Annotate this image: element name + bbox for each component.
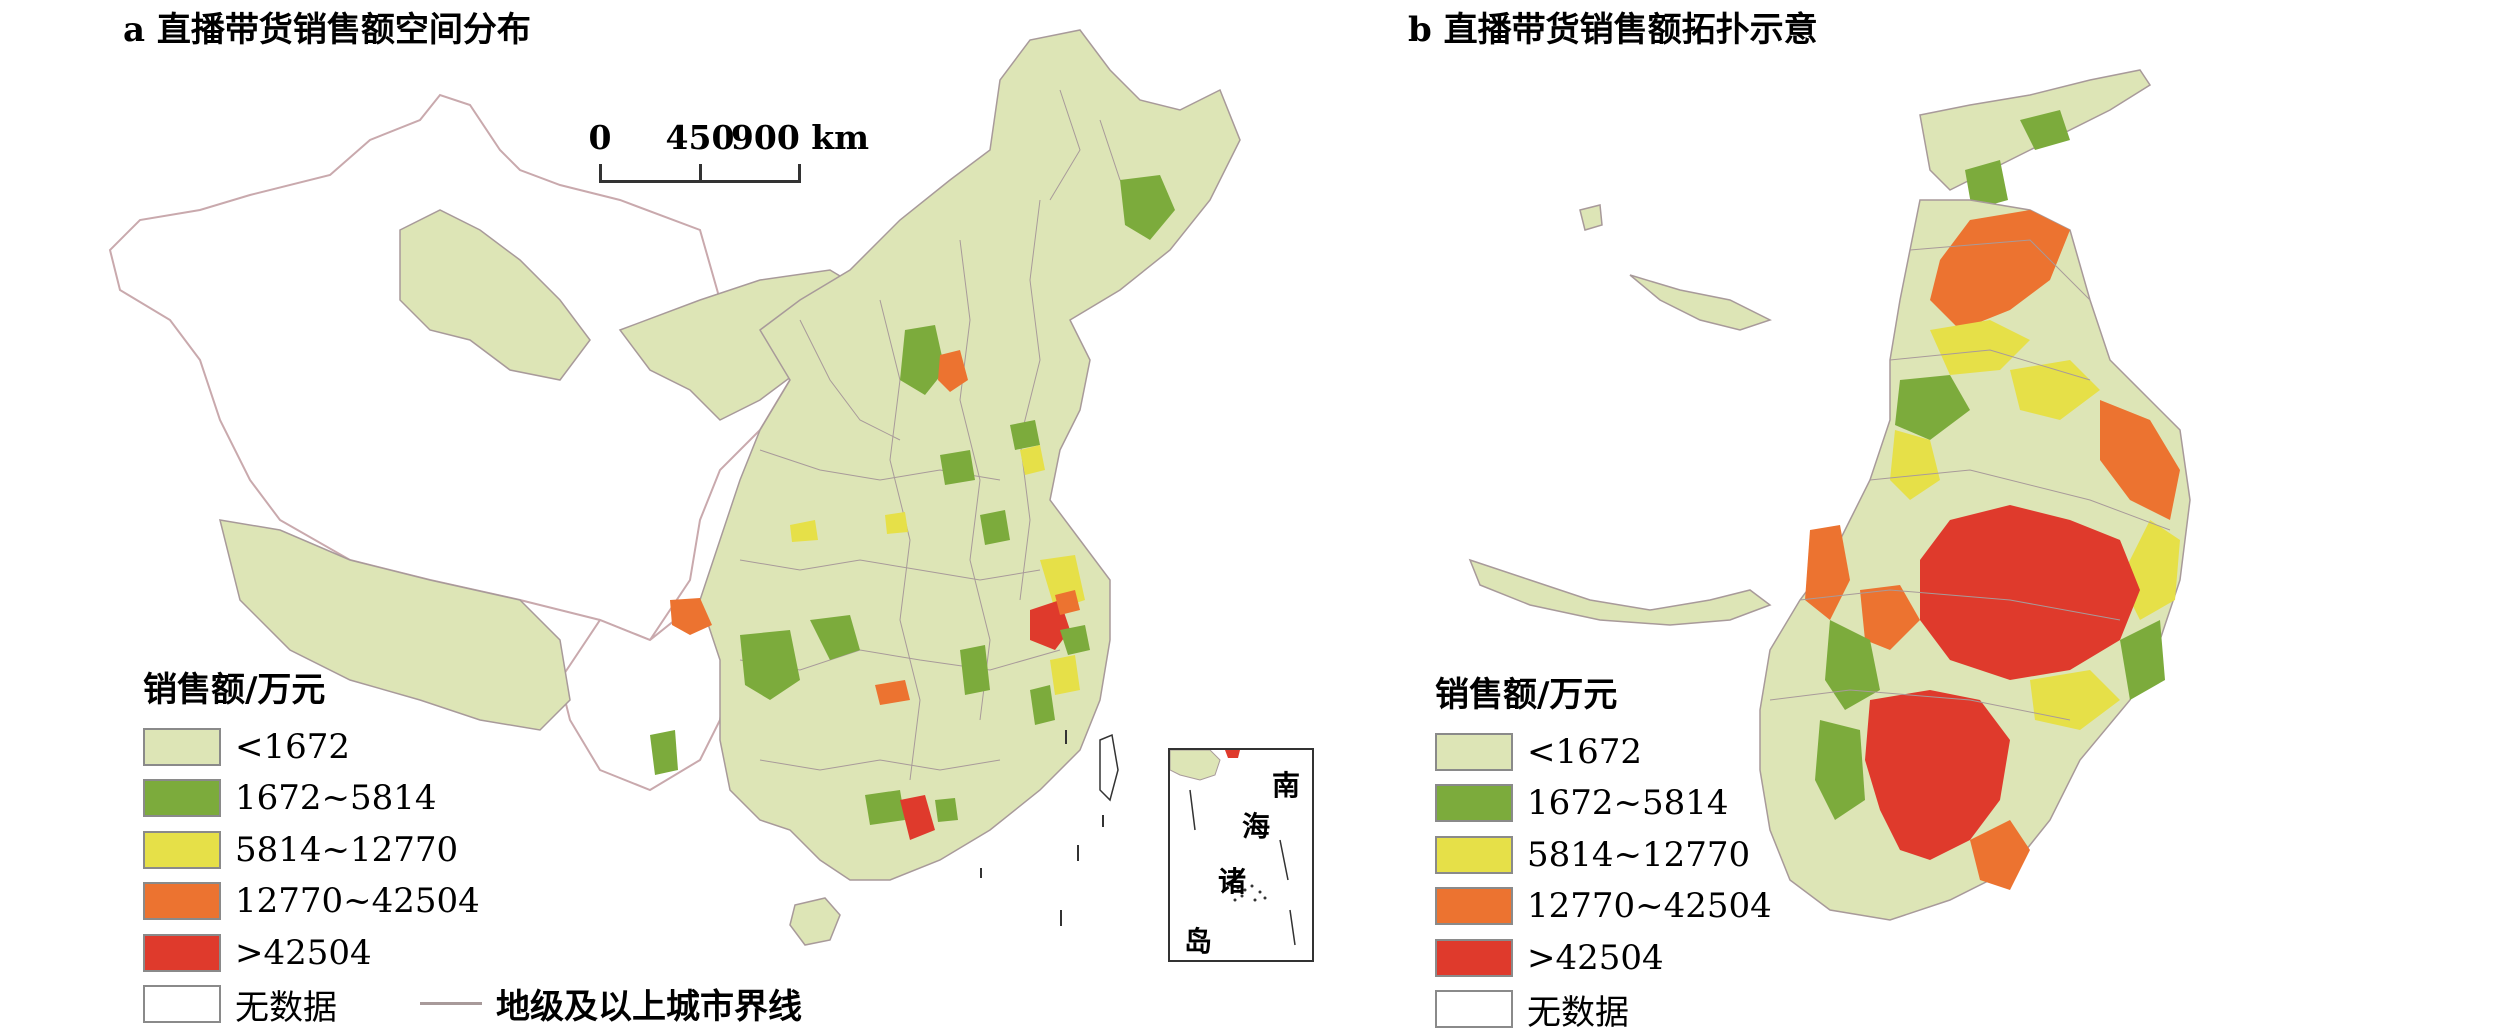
swatch-lt1672 — [1435, 733, 1513, 771]
city-green-guizhou — [650, 730, 678, 775]
legend-label: >42504 — [1527, 938, 1664, 978]
scale-tick-900 — [798, 164, 801, 183]
city-green-anhui — [980, 510, 1010, 545]
panel-a-spatial-map: a 直播带货销售额空间分布 — [0, 0, 1330, 1031]
south-china-sea-inset: 南 海 诸 岛 — [1168, 748, 1314, 962]
inset-label-2: 海 — [1242, 805, 1270, 845]
scale-bar: 0 450 900 km — [590, 118, 810, 193]
legend-title: 销售额/万元 — [143, 662, 480, 711]
swatch-5814-12770 — [1435, 836, 1513, 874]
cartogram-west-arm-1 — [1630, 275, 1770, 330]
swatch-5814-12770 — [143, 831, 221, 869]
cartogram-small-island — [1580, 205, 1602, 230]
legend-item: 1672~5814 — [143, 773, 480, 825]
legend-panel-a: 销售额/万元 <1672 1672~5814 5814~12770 12770~… — [143, 662, 480, 1030]
legend-label: 5814~12770 — [235, 830, 458, 870]
scale-label-450: 450 — [666, 118, 735, 157]
city-green-guangdong-2 — [935, 798, 958, 822]
city-yellow-zhejiang — [1050, 655, 1080, 695]
legend-item: <1672 — [143, 721, 480, 773]
swatch-1672-5814 — [1435, 784, 1513, 822]
legend-label: 12770~42504 — [1527, 886, 1772, 926]
panel-b-cartogram: b 直播带货销售额拓扑示意 — [1330, 0, 2520, 1031]
swatch-1672-5814 — [143, 779, 221, 817]
boundary-legend: 地级及以上城市界线 — [420, 979, 802, 1028]
swatch-12770-42504 — [1435, 887, 1513, 925]
legend-label: 5814~12770 — [1527, 835, 1750, 875]
city-green-tianjin — [1010, 420, 1040, 450]
swatch-12770-42504 — [143, 882, 221, 920]
legend-item: 5814~12770 — [1435, 829, 1772, 881]
legend-panel-b: 销售额/万元 <1672 1672~5814 5814~12770 12770~… — [1435, 667, 1772, 1035]
swatch-lt1672 — [143, 728, 221, 766]
legend-item: >42504 — [143, 927, 480, 979]
region-hainan — [790, 898, 840, 945]
swatch-gt42504 — [1435, 939, 1513, 977]
legend-label: <1672 — [1527, 732, 1642, 772]
city-yellow-henan-2 — [885, 512, 908, 534]
legend-item: 无数据 — [1435, 984, 1772, 1035]
cartogram-west-arm-2 — [1470, 560, 1770, 625]
inset-label-3: 诸 — [1218, 860, 1246, 900]
city-green-hebei — [940, 450, 975, 485]
legend-item: <1672 — [1435, 726, 1772, 778]
legend-item: 12770~42504 — [143, 876, 480, 928]
boundary-label: 地级及以上城市界线 — [496, 979, 802, 1028]
scale-label-0: 0 — [589, 118, 612, 157]
scale-tick-450 — [699, 164, 702, 183]
legend-item: 1672~5814 — [1435, 778, 1772, 830]
region-taiwan — [1100, 735, 1118, 800]
legend-label: 无数据 — [1527, 985, 1629, 1034]
legend-title: 销售额/万元 — [1435, 667, 1772, 716]
city-green-jiangxi — [960, 645, 990, 695]
legend-label: 无数据 — [235, 980, 337, 1029]
inset-label-1: 南 — [1272, 764, 1300, 804]
swatch-no-data — [143, 985, 221, 1023]
legend-item: >42504 — [1435, 932, 1772, 984]
legend-label: 1672~5814 — [1527, 783, 1729, 823]
scale-tick-0 — [599, 164, 602, 183]
legend-label: <1672 — [235, 727, 350, 767]
legend-label: >42504 — [235, 933, 372, 973]
scale-label-900: 900 km — [731, 118, 869, 157]
swatch-gt42504 — [143, 934, 221, 972]
boundary-line-icon — [420, 1002, 482, 1005]
inset-label-4: 岛 — [1184, 920, 1212, 960]
legend-item: 5814~12770 — [143, 824, 480, 876]
swatch-no-data — [1435, 990, 1513, 1028]
legend-label: 12770~42504 — [235, 881, 480, 921]
legend-item: 12770~42504 — [1435, 881, 1772, 933]
legend-label: 1672~5814 — [235, 778, 437, 818]
city-green-guangxi — [865, 790, 905, 825]
